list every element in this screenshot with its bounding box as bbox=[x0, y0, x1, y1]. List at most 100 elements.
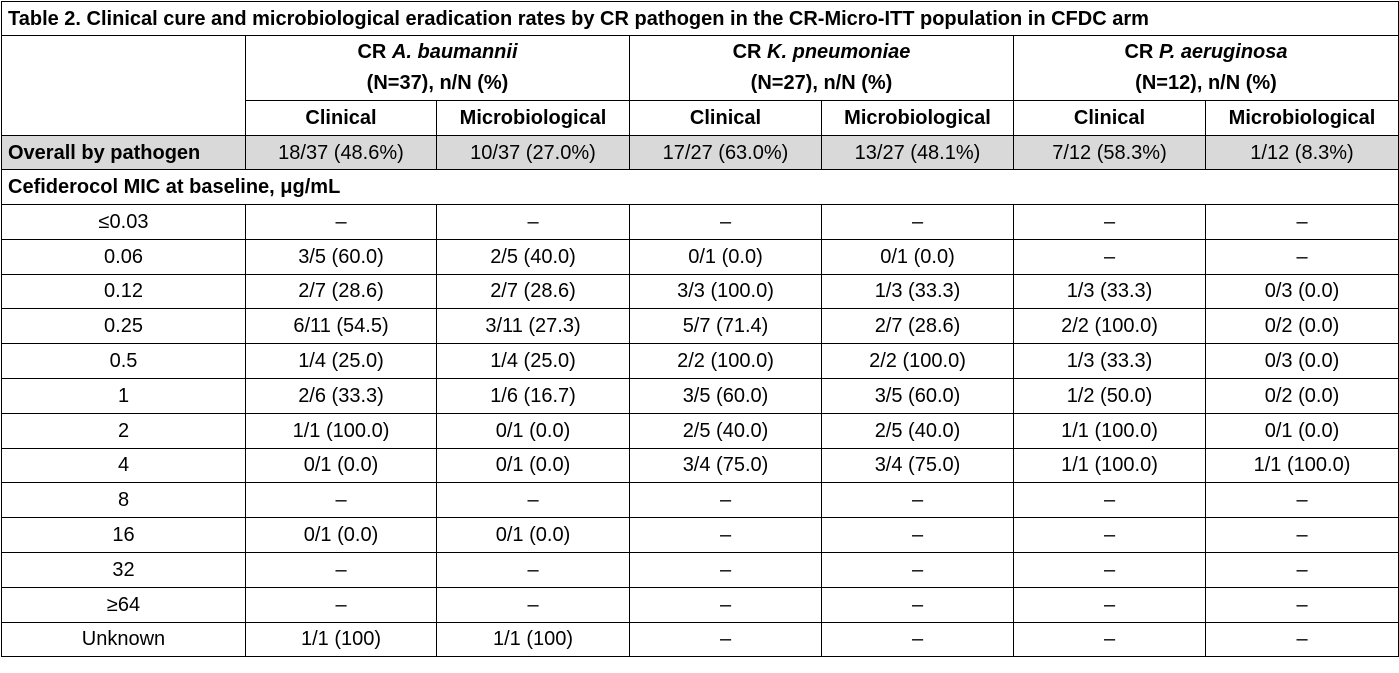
overall-value-cell: 17/27 (63.0%) bbox=[629, 135, 822, 170]
value-cell: 2/5 (40.0) bbox=[821, 412, 1014, 449]
table-row: 0.06 3/5 (60.0) 2/5 (40.0) 0/1 (0.0) 0/1 (0.… bbox=[1, 238, 1399, 275]
value-cell: 1/1 (100) bbox=[245, 621, 437, 658]
value-cell: 2/2 (100.0) bbox=[821, 343, 1014, 379]
subheader-clinical: Clinical bbox=[629, 100, 822, 136]
value-cell: – bbox=[1205, 517, 1399, 553]
value-cell: 0/1 (0.0) bbox=[436, 412, 630, 449]
header-empty-cell bbox=[1, 35, 246, 136]
subheader-row: Clinical Microbiological Clinical Microbiol… bbox=[2, 100, 1399, 136]
value-cell: – bbox=[436, 551, 630, 588]
value-cell: 3/4 (75.0) bbox=[629, 447, 822, 484]
group-header-a-baumannii: CR A. baumannii (N=37), n/N (%) bbox=[245, 35, 630, 101]
value-cell: 0/1 (0.0) bbox=[245, 447, 437, 484]
value-cell: – bbox=[1013, 586, 1206, 623]
value-cell: – bbox=[1013, 204, 1206, 240]
value-cell: – bbox=[821, 517, 1014, 553]
value-cell: – bbox=[1013, 482, 1206, 519]
overall-value-cell: 1/12 (8.3%) bbox=[1205, 135, 1399, 170]
mic-label-cell: 4 bbox=[1, 447, 246, 484]
value-cell: 0/2 (0.0) bbox=[1205, 377, 1399, 414]
value-cell: – bbox=[821, 204, 1014, 240]
group-header-k-pneumoniae: CR K. pneumoniae (N=27), n/N (%) bbox=[629, 35, 1014, 101]
table-title: Table 2. Clinical cure and microbiologic… bbox=[1, 1, 1399, 36]
value-cell: – bbox=[821, 551, 1014, 588]
value-cell: 6/11 (54.5) bbox=[245, 308, 437, 345]
table-row: 8– – – – – – bbox=[1, 482, 1399, 519]
group-prefix: CR bbox=[357, 41, 392, 63]
subheader-microbiological: Microbiological bbox=[436, 100, 630, 136]
value-cell: – bbox=[245, 482, 437, 519]
group-organism: P. aeruginosa bbox=[1158, 41, 1288, 63]
value-cell: 1/1 (100.0) bbox=[1205, 447, 1399, 484]
value-cell: – bbox=[629, 204, 822, 240]
value-cell: – bbox=[821, 482, 1014, 519]
value-cell: – bbox=[1205, 482, 1399, 519]
table-body: Overall by pathogen 18/37 (48.6%) 10/37 (… bbox=[1, 135, 1399, 658]
value-cell: – bbox=[1013, 517, 1206, 553]
section-label: Cefiderocol MIC at baseline, μg/mL bbox=[1, 169, 1399, 205]
value-cell: 0/2 (0.0) bbox=[1205, 308, 1399, 345]
value-cell: – bbox=[1013, 551, 1206, 588]
value-cell: – bbox=[1013, 621, 1206, 658]
value-cell: 2/5 (40.0) bbox=[436, 238, 630, 275]
table-row: 0.25 6/11 (54.5) 3/11 (27.3) 5/7 (71.4) 2/7 … bbox=[1, 308, 1399, 345]
value-cell: – bbox=[1205, 586, 1399, 623]
value-cell: – bbox=[1205, 551, 1399, 588]
mic-label-cell: 2 bbox=[1, 412, 246, 449]
results-table: Table 2. Clinical cure and microbiologic… bbox=[1, 1, 1399, 658]
value-cell: 0/1 (0.0) bbox=[629, 238, 822, 275]
value-cell: 1/4 (25.0) bbox=[436, 343, 630, 379]
value-cell: – bbox=[629, 517, 822, 553]
value-cell: 3/4 (75.0) bbox=[821, 447, 1014, 484]
group-organism: A. baumannii bbox=[391, 41, 518, 63]
value-cell: – bbox=[821, 621, 1014, 658]
value-cell: – bbox=[629, 482, 822, 519]
value-cell: 0/3 (0.0) bbox=[1205, 273, 1399, 310]
value-cell: – bbox=[1205, 621, 1399, 658]
mic-label-cell: 32 bbox=[1, 551, 246, 588]
mic-label-cell: 0.5 bbox=[1, 343, 246, 379]
mic-label-cell: ≥64 bbox=[1, 586, 246, 623]
value-cell: 3/11 (27.3) bbox=[436, 308, 630, 345]
overall-value-cell: 7/12 (58.3%) bbox=[1013, 135, 1206, 170]
value-cell: 5/7 (71.4) bbox=[629, 308, 822, 345]
value-cell: 3/5 (60.0) bbox=[821, 377, 1014, 414]
value-cell: 0/1 (0.0) bbox=[436, 447, 630, 484]
group-n-line: (N=12), n/N (%) bbox=[1135, 72, 1277, 94]
value-cell: 0/3 (0.0) bbox=[1205, 343, 1399, 379]
subheader-clinical: Clinical bbox=[245, 100, 437, 136]
table-row: 2 1/1 (100.0) 0/1 (0.0) 2/5 (40.0) 2/5 (40.0… bbox=[1, 412, 1399, 449]
value-cell: 0/1 (0.0) bbox=[245, 517, 437, 553]
value-cell: 1/1 (100.0) bbox=[1013, 412, 1206, 449]
value-cell: – bbox=[245, 586, 437, 623]
value-cell: – bbox=[436, 482, 630, 519]
value-cell: – bbox=[821, 586, 1014, 623]
mic-label-cell: 0.25 bbox=[1, 308, 246, 345]
subheader-clinical: Clinical bbox=[1013, 100, 1206, 136]
mic-label-cell: 0.06 bbox=[1, 238, 246, 275]
mic-label-cell: 1 bbox=[1, 377, 246, 414]
value-cell: 1/1 (100.0) bbox=[245, 412, 437, 449]
value-cell: 1/3 (33.3) bbox=[1013, 343, 1206, 379]
table-row: ≥64– – – – – – bbox=[1, 586, 1399, 623]
table-row: 1 2/6 (33.3) 1/6 (16.7) 3/5 (60.0) 3/5 (60.0… bbox=[1, 377, 1399, 414]
value-cell: 1/1 (100) bbox=[436, 621, 630, 658]
value-cell: 2/7 (28.6) bbox=[821, 308, 1014, 345]
value-cell: 1/3 (33.3) bbox=[1013, 273, 1206, 310]
overall-value-cell: 18/37 (48.6%) bbox=[245, 135, 437, 170]
value-cell: 3/5 (60.0) bbox=[245, 238, 437, 275]
value-cell: – bbox=[1013, 238, 1206, 275]
group-header-p-aeruginosa: CR P. aeruginosa (N=12), n/N (%) bbox=[1013, 35, 1399, 101]
table-row: 16 0/1 (0.0) 0/1 (0.0) – – – – bbox=[1, 517, 1399, 553]
value-cell: 1/3 (33.3) bbox=[821, 273, 1014, 310]
value-cell: 2/6 (33.3) bbox=[245, 377, 437, 414]
value-cell: 0/1 (0.0) bbox=[821, 238, 1014, 275]
table-row: Unknown 1/1 (100) 1/1 (100) – – – – bbox=[1, 621, 1399, 658]
value-cell: – bbox=[629, 621, 822, 658]
group-n-line: (N=37), n/N (%) bbox=[366, 72, 509, 94]
table-row: 32– – – – – – bbox=[1, 551, 1399, 588]
group-organism: K. pneumoniae bbox=[767, 41, 911, 63]
value-cell: – bbox=[629, 551, 822, 588]
overall-row: Overall by pathogen 18/37 (48.6%) 10/37 (… bbox=[1, 135, 1399, 170]
section-row: Cefiderocol MIC at baseline, μg/mL bbox=[1, 169, 1399, 205]
